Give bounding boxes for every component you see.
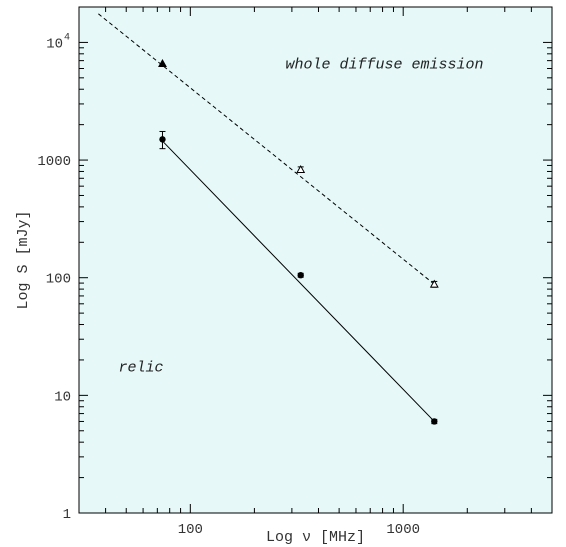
y-axis-label: Log S [mJy]	[15, 210, 32, 309]
annotation-label: whole diffuse emission	[286, 57, 484, 74]
y-tick-label: 1	[63, 507, 71, 523]
diffuse-point	[296, 164, 306, 173]
diffuse-point	[158, 59, 167, 68]
x-tick-label: 100	[178, 522, 203, 538]
diffuse-point	[429, 279, 439, 288]
y-tick-label: 10	[46, 36, 63, 52]
x-axis-label: Log ν [MHz]	[266, 529, 365, 546]
y-tick-label-exponent: 4	[64, 32, 70, 43]
relic-fit-line	[162, 140, 435, 422]
relic-point	[297, 272, 304, 279]
y-tick-label: 10	[54, 389, 71, 405]
y-tick-label: 1000	[37, 154, 71, 170]
x-tick-label: 1000	[386, 522, 420, 538]
y-tick-label: 100	[46, 272, 71, 288]
diffuse-fit-line	[98, 13, 435, 285]
annotation-label: relic	[119, 359, 164, 376]
plot-background	[78, 6, 553, 514]
relic-point	[159, 136, 166, 143]
relic-point	[431, 418, 438, 425]
axis-ticks	[78, 6, 553, 514]
